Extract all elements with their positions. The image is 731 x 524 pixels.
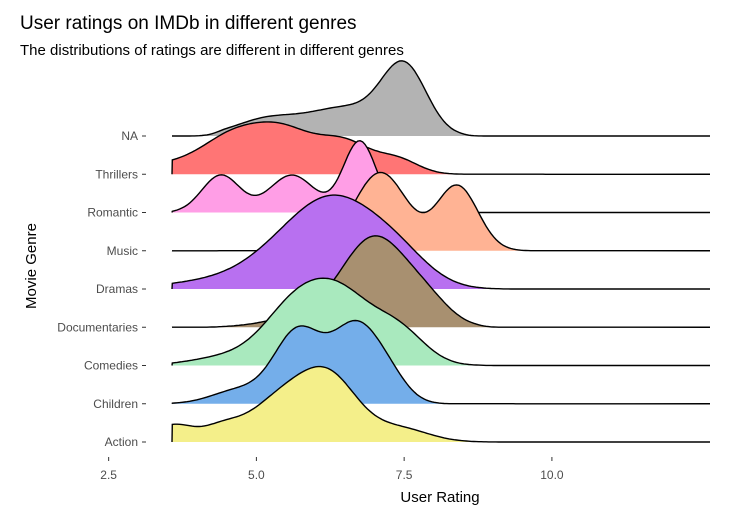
- ridge-area-romantic: [172, 140, 710, 213]
- y-tick-label-dramas: Dramas: [96, 282, 138, 296]
- ridge-outline-dramas: [171, 194, 710, 290]
- ridge-area-dramas: [172, 195, 710, 289]
- y-tick-label-romantic: Romantic: [87, 206, 138, 220]
- ridges-group: [171, 60, 711, 443]
- y-tick-label-action: Action: [105, 435, 138, 449]
- y-tick-label-comedies: Comedies: [84, 359, 138, 373]
- y-tick-label-thrillers: Thrillers: [95, 167, 138, 181]
- y-axis-title: Movie Genre: [23, 223, 40, 309]
- ridge-outline-action: [171, 365, 710, 443]
- ridge-area-action: [172, 366, 710, 442]
- chart-title: User ratings on IMDb in different genres: [20, 13, 357, 34]
- y-tick-label-documentaries: Documentaries: [57, 320, 138, 334]
- x-axis: 2.5 5.0 7.5 10.0: [100, 457, 564, 482]
- x-axis-title: User Rating: [400, 489, 479, 506]
- chart-subtitle: The distributions of ratings are differe…: [20, 42, 404, 59]
- x-tick-label-0: 2.5: [100, 468, 117, 482]
- y-axis: NA Thrillers Romantic Music Dramas Documentar…: [57, 129, 146, 449]
- x-tick-label-1: 5.0: [248, 468, 265, 482]
- ridge-area-thrillers: [172, 121, 710, 175]
- y-tick-label-music: Music: [107, 244, 138, 258]
- ridge-outline-comedies: [171, 277, 710, 367]
- ridge-outline-na: [172, 60, 710, 137]
- ridge-outline-children: [171, 319, 711, 405]
- y-tick-label-children: Children: [93, 397, 138, 411]
- x-tick-label-2: 7.5: [396, 468, 413, 482]
- ridge-area-na: [172, 60, 710, 136]
- ridge-area-music: [172, 172, 710, 251]
- ridge-area-documentaries: [172, 235, 710, 328]
- x-tick-label-3: 10.0: [540, 468, 564, 482]
- y-tick-label-na: NA: [121, 129, 138, 143]
- ridge-outline-music: [171, 171, 711, 252]
- ridge-outline-romantic: [171, 139, 710, 214]
- ridge-outline-documentaries: [171, 235, 711, 328]
